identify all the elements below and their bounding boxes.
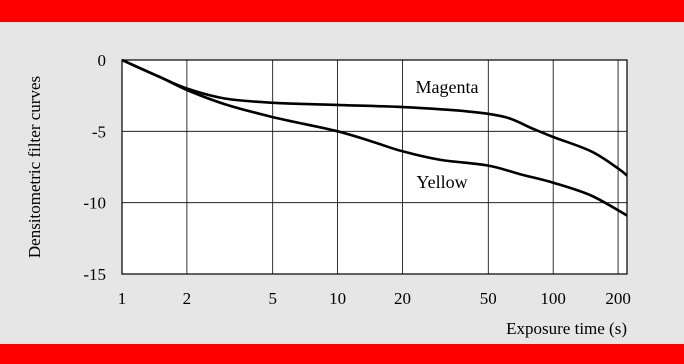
x-tick-labels: 1 2 5 10 20 50 100 200 — [118, 289, 631, 308]
x-tick-label: 20 — [394, 289, 411, 308]
series-labels: Magenta Yellow — [416, 77, 479, 192]
x-tick-label: 50 — [480, 289, 497, 308]
series-label-yellow: Yellow — [416, 172, 467, 192]
y-tick-label: 0 — [98, 51, 107, 70]
x-tick-label: 2 — [183, 289, 192, 308]
y-tick-labels: 0 -5 -10 -15 — [83, 51, 106, 284]
bottom-red-band — [0, 344, 684, 364]
y-axis-label: Densitometric filter curves — [25, 76, 44, 258]
series-line-yellow — [121, 58, 628, 217]
y-tick-label: -10 — [83, 194, 106, 213]
series-label-magenta: Magenta — [416, 77, 479, 97]
series-line-magenta — [121, 58, 628, 177]
x-tick-label: 10 — [329, 289, 346, 308]
x-tick-label: 200 — [605, 289, 631, 308]
series-lines — [121, 58, 628, 217]
top-red-band — [0, 0, 684, 22]
grid-lines — [122, 60, 627, 274]
y-tick-label: -5 — [92, 122, 106, 141]
x-axis-label: Exposure time (s) — [506, 319, 627, 338]
x-tick-label: 100 — [540, 289, 566, 308]
x-tick-label: 5 — [268, 289, 277, 308]
y-tick-label: -15 — [83, 265, 106, 284]
x-tick-label: 1 — [118, 289, 127, 308]
